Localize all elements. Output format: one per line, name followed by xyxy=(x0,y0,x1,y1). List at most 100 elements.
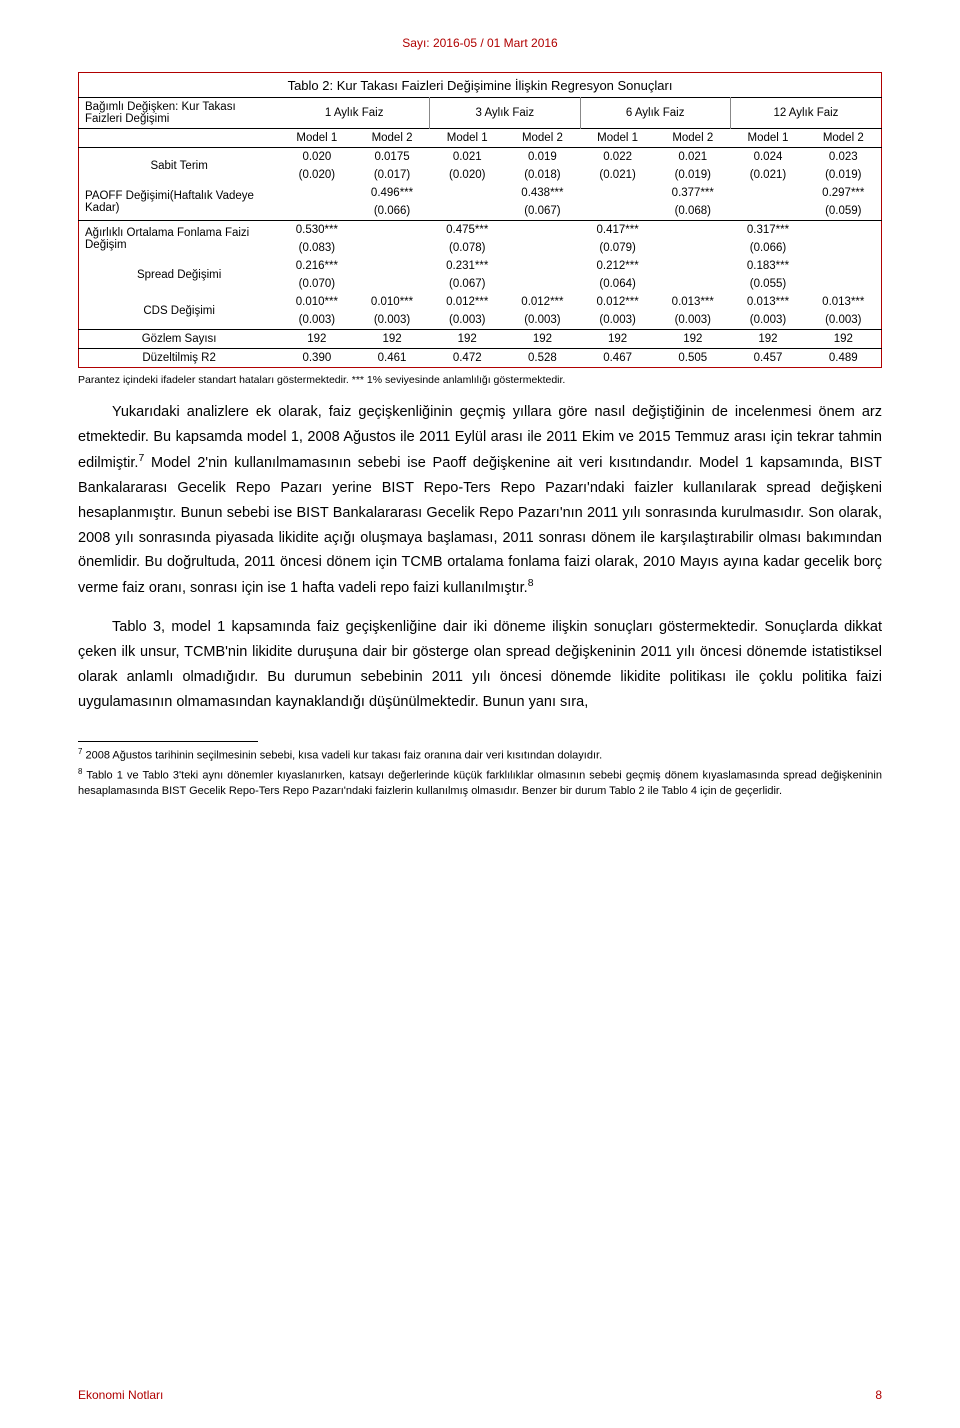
cell xyxy=(354,239,429,257)
cell: (0.020) xyxy=(430,166,505,184)
cell: 192 xyxy=(430,330,505,349)
row-label: PAOFF Değişimi(Haftalık Vadeye Kadar) xyxy=(79,184,280,221)
model-label: Model 1 xyxy=(279,129,354,148)
cell xyxy=(655,239,730,257)
model-label: Model 2 xyxy=(806,129,882,148)
cell: 0.0175 xyxy=(354,148,429,167)
cell: 0.021 xyxy=(430,148,505,167)
cell: (0.068) xyxy=(655,202,730,221)
cell xyxy=(806,275,882,293)
model-label: Model 2 xyxy=(655,129,730,148)
cell: 0.231*** xyxy=(430,257,505,275)
cell: (0.064) xyxy=(580,275,655,293)
cell xyxy=(580,202,655,221)
cell: (0.003) xyxy=(806,311,882,330)
cell: (0.070) xyxy=(279,275,354,293)
cell: 0.024 xyxy=(730,148,805,167)
cell: 192 xyxy=(806,330,882,349)
cell: 0.317*** xyxy=(730,221,805,240)
cell xyxy=(806,221,882,240)
cell: 0.475*** xyxy=(430,221,505,240)
cell: (0.021) xyxy=(580,166,655,184)
cell: 0.021 xyxy=(655,148,730,167)
cell: (0.017) xyxy=(354,166,429,184)
cell: (0.078) xyxy=(430,239,505,257)
cell: 0.010*** xyxy=(279,293,354,311)
cell: (0.019) xyxy=(655,166,730,184)
cell: (0.003) xyxy=(580,311,655,330)
cell: (0.083) xyxy=(279,239,354,257)
cell: 0.457 xyxy=(730,349,805,368)
cell: 192 xyxy=(354,330,429,349)
cell: 0.013*** xyxy=(806,293,882,311)
cell: 0.377*** xyxy=(655,184,730,202)
cell: 0.022 xyxy=(580,148,655,167)
cell xyxy=(655,257,730,275)
cell: 0.489 xyxy=(806,349,882,368)
cell: 0.212*** xyxy=(580,257,655,275)
cell xyxy=(806,239,882,257)
cell: 192 xyxy=(505,330,580,349)
row-label: Spread Değişimi xyxy=(79,257,280,293)
cell: 0.023 xyxy=(806,148,882,167)
cell: 0.467 xyxy=(580,349,655,368)
cell: 0.461 xyxy=(354,349,429,368)
cell: 0.390 xyxy=(279,349,354,368)
row-label: Gözlem Sayısı xyxy=(79,330,280,349)
cell: (0.059) xyxy=(806,202,882,221)
cell: (0.003) xyxy=(730,311,805,330)
model-label: Model 1 xyxy=(730,129,805,148)
footnote-ref-8: 8 xyxy=(528,578,534,589)
page-footer: Ekonomi Notları 8 xyxy=(78,1388,882,1402)
model-label: Model 2 xyxy=(505,129,580,148)
cell: (0.066) xyxy=(354,202,429,221)
body-paragraph-2: Tablo 3, model 1 kapsamında faiz geçişke… xyxy=(78,615,882,715)
cell: 0.013*** xyxy=(730,293,805,311)
cell xyxy=(279,184,354,202)
cell: 0.216*** xyxy=(279,257,354,275)
footer-right: 8 xyxy=(875,1388,882,1402)
cell: 0.020 xyxy=(279,148,354,167)
cell xyxy=(655,221,730,240)
cell: 0.010*** xyxy=(354,293,429,311)
cell: (0.020) xyxy=(279,166,354,184)
cell: 0.012*** xyxy=(505,293,580,311)
table-title: Tablo 2: Kur Takası Faizleri Değişimine … xyxy=(79,73,882,98)
cell xyxy=(505,239,580,257)
cell: 0.013*** xyxy=(655,293,730,311)
col-group: 1 Aylık Faiz xyxy=(279,98,429,129)
footnote-8: 8 Tablo 1 ve Tablo 3'teki aynı dönemler … xyxy=(78,766,882,799)
cell: (0.067) xyxy=(430,275,505,293)
body-paragraph-1: Yukarıdaki analizlere ek olarak, faiz ge… xyxy=(78,400,882,601)
cell xyxy=(730,202,805,221)
cell: 192 xyxy=(730,330,805,349)
row-label: CDS Değişimi xyxy=(79,293,280,330)
cell: 0.012*** xyxy=(580,293,655,311)
cell: (0.003) xyxy=(430,311,505,330)
cell: (0.067) xyxy=(505,202,580,221)
footnote-7: 7 2008 Ağustos tarihinin seçilmesinin se… xyxy=(78,746,882,764)
cell: 0.528 xyxy=(505,349,580,368)
cell xyxy=(354,221,429,240)
cell: 192 xyxy=(580,330,655,349)
cell xyxy=(354,257,429,275)
cell: 0.012*** xyxy=(430,293,505,311)
footnote-text: 2008 Ağustos tarihinin seçilmesinin sebe… xyxy=(82,750,602,762)
cell: 0.530*** xyxy=(279,221,354,240)
p1-text-b: Model 2'nin kullanılmamasının sebebi ise… xyxy=(78,455,882,597)
cell xyxy=(430,184,505,202)
col-group: 12 Aylık Faiz xyxy=(730,98,881,129)
cell: 0.496*** xyxy=(354,184,429,202)
cell: 0.505 xyxy=(655,349,730,368)
cell: (0.066) xyxy=(730,239,805,257)
footer-left: Ekonomi Notları xyxy=(78,1388,163,1402)
cell xyxy=(430,202,505,221)
footnote-separator xyxy=(78,741,258,742)
cell: 0.438*** xyxy=(505,184,580,202)
cell: 192 xyxy=(655,330,730,349)
cell xyxy=(354,275,429,293)
page-header: Sayı: 2016-05 / 01 Mart 2016 xyxy=(78,36,882,50)
cell: (0.003) xyxy=(279,311,354,330)
cell xyxy=(806,257,882,275)
cell: (0.019) xyxy=(806,166,882,184)
